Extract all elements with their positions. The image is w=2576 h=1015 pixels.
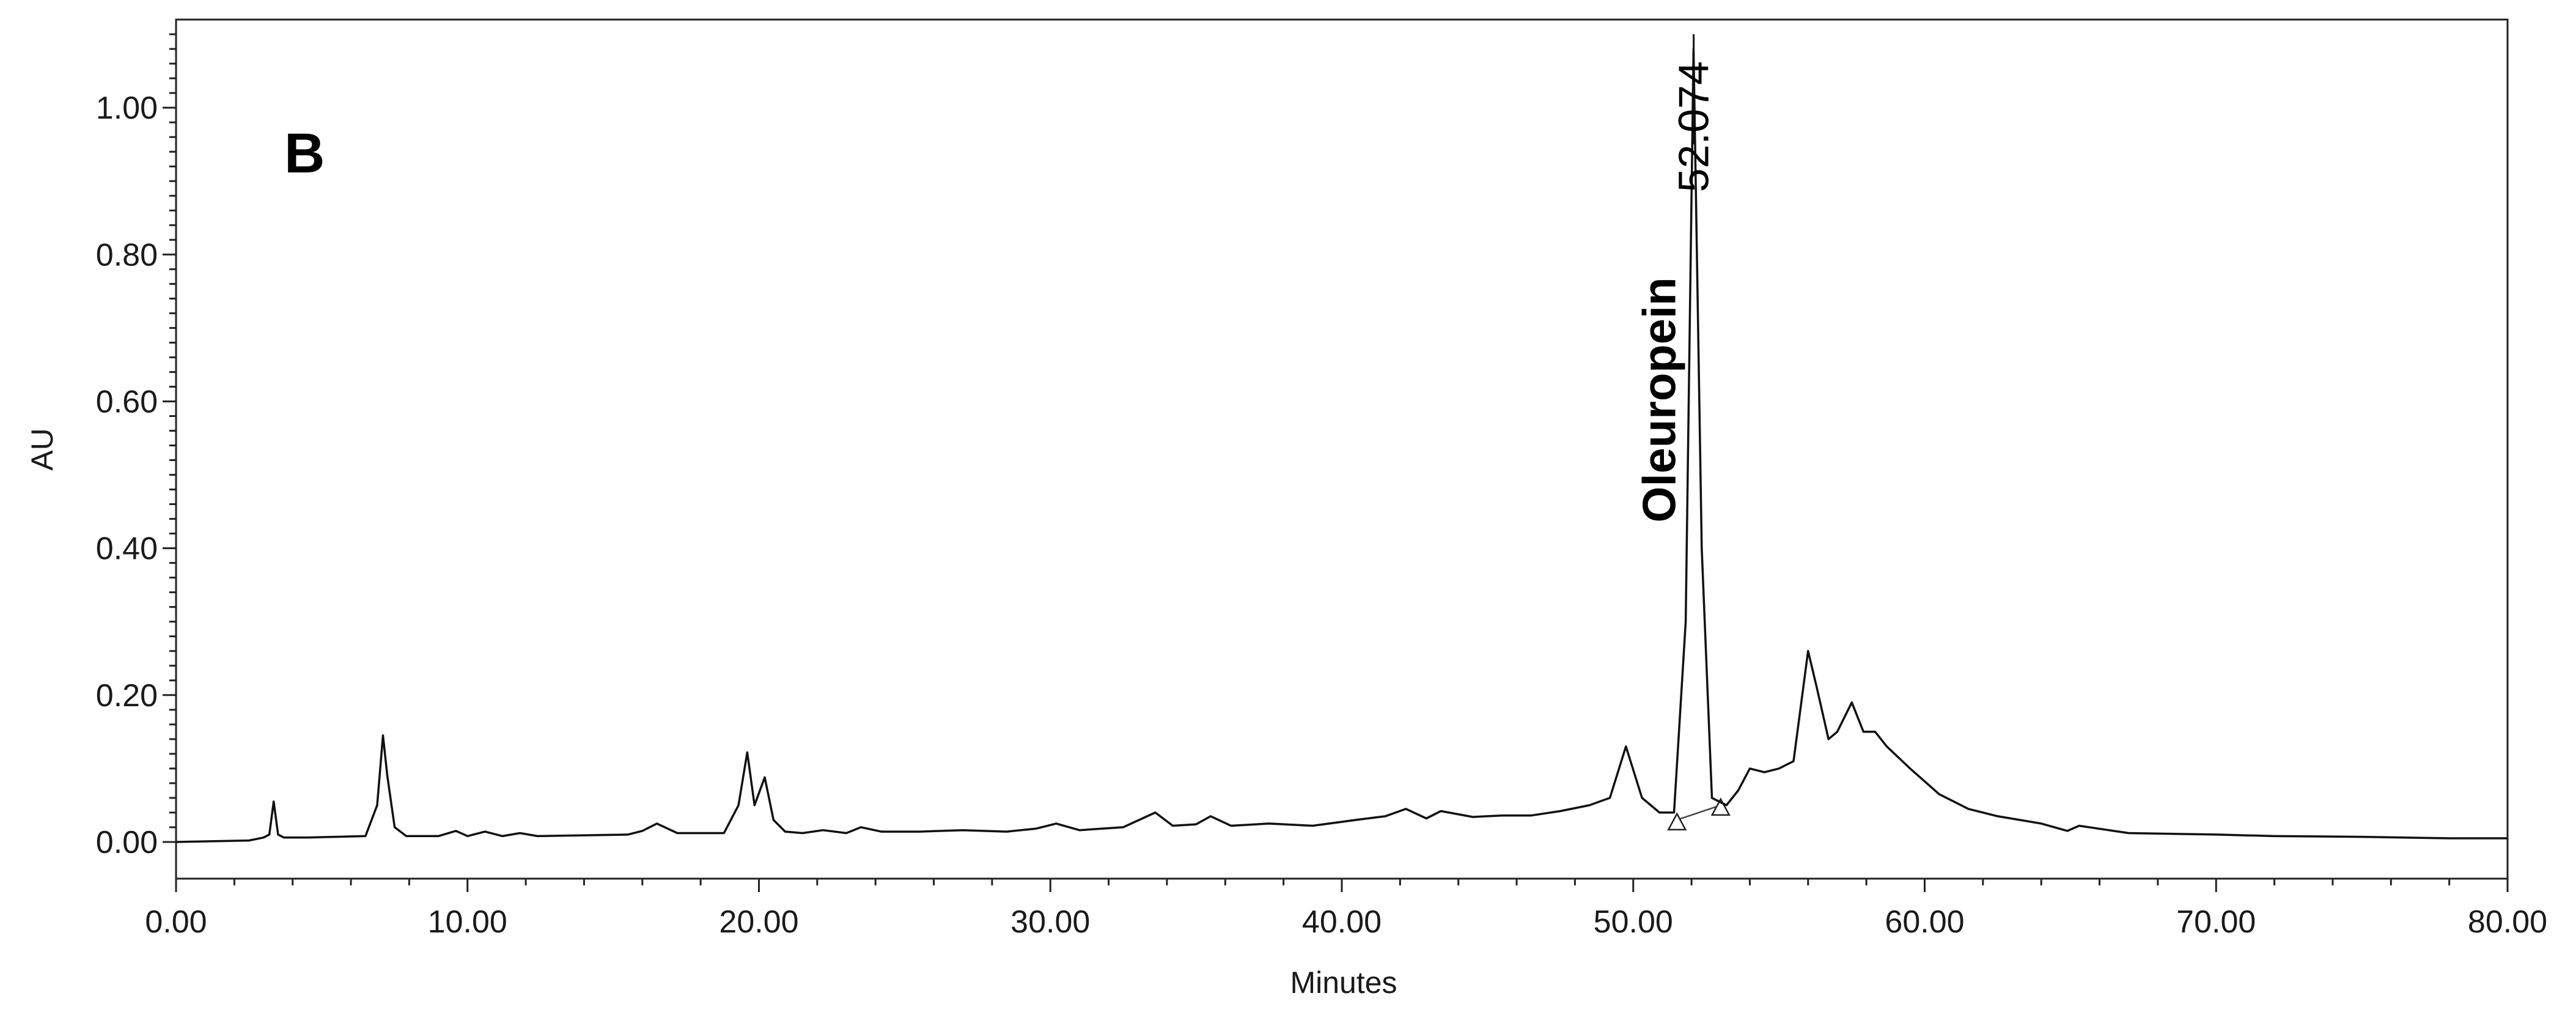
x-tick-label: 60.00: [1885, 904, 1964, 940]
peak-retention-time-label: 52.074: [1670, 61, 1718, 192]
y-axis-title: AU: [25, 428, 59, 470]
x-axis-title: Minutes: [1290, 965, 1397, 1000]
peak-name-label: Oleuropein: [1634, 277, 1686, 522]
panel-label: B: [284, 122, 325, 185]
x-tick-label: 20.00: [719, 904, 798, 940]
x-tick-label: 50.00: [1594, 904, 1673, 940]
x-tick-label: 70.00: [2176, 904, 2256, 940]
y-tick-label: 0.80: [96, 237, 158, 273]
y-axis-ticks: [163, 33, 176, 843]
x-axis-ticks: [175, 879, 2509, 892]
baseline-marker: [1667, 812, 1687, 831]
y-tick-label: 0.20: [96, 678, 158, 714]
x-tick-label: 40.00: [1302, 904, 1382, 940]
y-tick-label: 0.40: [96, 531, 158, 567]
y-tick-label: 0.00: [96, 825, 158, 860]
x-tick-label: 80.00: [2468, 904, 2547, 940]
x-axis-tick-labels: 0.00 10.00 20.00 30.00 40.00 50.00 60.00 70.00 8…: [145, 904, 2547, 940]
x-tick-label: 30.00: [1010, 904, 1090, 940]
integration-baseline: [1667, 797, 1731, 831]
chromatogram-trace: [175, 48, 2508, 843]
x-tick-label: 0.00: [145, 904, 207, 940]
x-tick-label: 10.00: [428, 904, 507, 940]
y-tick-label: 0.60: [96, 384, 158, 419]
y-tick-label: 1.00: [96, 90, 158, 126]
y-axis-tick-labels: 0.00 0.20 0.40 0.60 0.80 1.00: [96, 90, 158, 860]
plot-frame: [175, 18, 2509, 880]
baseline-line: [1676, 804, 1721, 821]
baseline-marker: [1710, 797, 1731, 816]
